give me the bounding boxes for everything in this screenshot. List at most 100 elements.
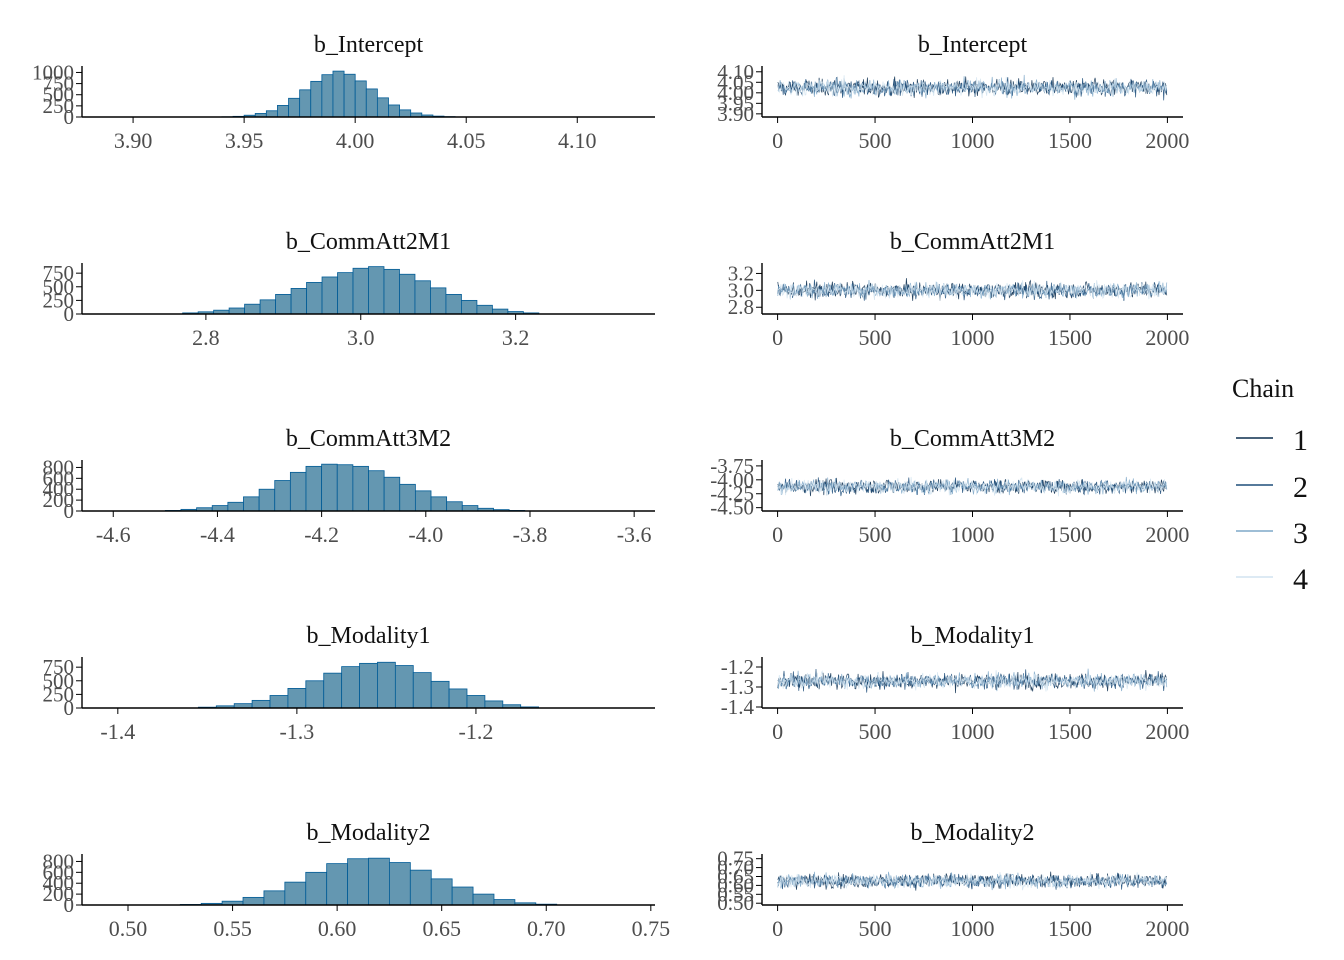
x-tick-label: -4.4 [200, 522, 235, 547]
x-tick-label: 0 [772, 719, 783, 744]
histogram-bars [197, 661, 540, 709]
histogram-bar [365, 88, 378, 118]
y-tick-label: 200 [43, 488, 75, 512]
legend-items: 1 2 3 4 [1236, 424, 1308, 596]
histogram-bar [476, 304, 493, 315]
histogram-bar [227, 501, 244, 512]
histogram-bar [290, 288, 307, 315]
legend-item-chain-1: 1 [1236, 424, 1308, 457]
histogram-bar [466, 695, 486, 709]
legend-item-chain-2: 2 [1236, 471, 1308, 504]
y-tick-label: 800 [43, 849, 75, 873]
y-tick-label: -1.4 [721, 695, 755, 719]
trace-chain-4 [777, 476, 1168, 497]
legend-item-chain-3: 3 [1236, 517, 1308, 550]
x-tick-label: 1000 [951, 522, 995, 547]
legend-label: 4 [1293, 563, 1308, 596]
trace-lines [777, 278, 1168, 302]
x-tick-label: 3.95 [225, 128, 264, 153]
histogram-bar [352, 267, 369, 315]
y-tick-label: -1.3 [721, 675, 754, 699]
histogram-bar [287, 688, 307, 709]
x-tick-label: 2000 [1145, 719, 1189, 744]
histogram-bar [321, 463, 338, 512]
trace-lines [777, 476, 1168, 497]
histogram-bar [259, 299, 276, 315]
histogram-bar [251, 699, 271, 709]
y-tick-label: 4.00 [717, 81, 754, 105]
histogram-panel-0: b_Intercept 3.90 3.95 4.00 4.05 4.10 025050075… [32, 32, 655, 153]
panel-title: b_Modality1 [307, 623, 431, 649]
histogram-bar [451, 886, 474, 906]
y-tick-label: 3.2 [728, 261, 754, 285]
y-tick-label: 750 [43, 261, 75, 285]
x-tick-label: 500 [859, 522, 892, 547]
histogram-bar [323, 672, 343, 709]
histogram-bar [414, 280, 431, 315]
trace-lines [777, 668, 1168, 694]
x-tick-label: -3.8 [513, 522, 548, 547]
x-tick-label: 1500 [1048, 719, 1092, 744]
trace-panel-3: b_Modality1 0 500 1000 1500 2000 -1.4-1.3-1.2 [721, 623, 1190, 744]
x-tick-label: 0.75 [632, 916, 671, 941]
histogram-bar [394, 665, 414, 709]
y-tick-label: 400 [43, 871, 75, 895]
legend-label: 1 [1293, 424, 1308, 457]
histogram-bar [376, 97, 389, 118]
y-tick-label: 0 [64, 302, 75, 326]
histogram-bar [354, 80, 367, 118]
x-tick-label: -1.3 [279, 719, 314, 744]
x-tick-label: 0.55 [213, 916, 252, 941]
histogram-bar [242, 896, 265, 906]
y-tick-label: 2.8 [728, 295, 754, 319]
trace-panel-1: b_CommAtt2M1 0 500 1000 1500 2000 2.83.03.2 [728, 229, 1190, 350]
x-tick-label: 0 [772, 522, 783, 547]
histogram-bar [306, 282, 323, 315]
panel-title: b_Modality1 [911, 623, 1035, 649]
histogram-bar [265, 110, 278, 118]
y-tick-label: 0.50 [717, 891, 754, 915]
x-tick-label: 2000 [1145, 128, 1189, 153]
histogram-bar [341, 666, 360, 709]
histogram-bars [182, 266, 540, 315]
x-tick-label: -1.4 [100, 719, 135, 744]
x-tick-label: 1500 [1048, 522, 1092, 547]
histogram-bar [383, 268, 400, 315]
histogram-panel-2: b_CommAtt3M2 -4.6 -4.4 -4.2 -4.0 -3.8 -3.6 0200… [43, 426, 655, 547]
histogram-bar [484, 700, 504, 709]
histogram-bar [368, 266, 385, 315]
panel-title: b_Modality2 [911, 820, 1035, 846]
y-tick-label: 0.70 [717, 856, 754, 880]
x-tick-label: 3.0 [347, 325, 375, 350]
y-tick-label: 750 [43, 72, 75, 96]
histogram-bar [321, 276, 338, 315]
histogram-bar [321, 74, 334, 118]
y-tick-label: 0.60 [717, 873, 754, 897]
histogram-bar [493, 899, 516, 906]
x-tick-label: 4.10 [558, 128, 597, 153]
histogram-bars [164, 463, 526, 512]
x-tick-label: 2000 [1145, 916, 1189, 941]
histogram-bars [221, 70, 456, 118]
y-tick-label: 3.90 [717, 102, 754, 126]
y-tick-label: 250 [43, 288, 75, 312]
histogram-bar [368, 857, 390, 906]
trace-lines [777, 871, 1168, 891]
x-tick-label: 1500 [1048, 325, 1092, 350]
x-tick-label: 500 [859, 916, 892, 941]
histogram-bar [263, 890, 286, 906]
y-tick-label: 600 [43, 860, 75, 884]
x-tick-label: 0.50 [109, 916, 148, 941]
histogram-bar [244, 303, 261, 315]
y-tick-label: 500 [43, 669, 75, 693]
trace-panel-2: b_CommAtt3M2 0 500 1000 1500 2000 -4.50-4.25-4… [710, 426, 1189, 547]
histogram-bar [383, 476, 401, 512]
histogram-panel-4: b_Modality2 0.50 0.55 0.60 0.65 0.70 0.75 02004… [43, 820, 671, 941]
y-tick-label: 500 [43, 275, 75, 299]
trace-lines [777, 74, 1168, 101]
y-tick-label: 0 [64, 696, 75, 720]
trace-chain-3 [777, 871, 1168, 891]
